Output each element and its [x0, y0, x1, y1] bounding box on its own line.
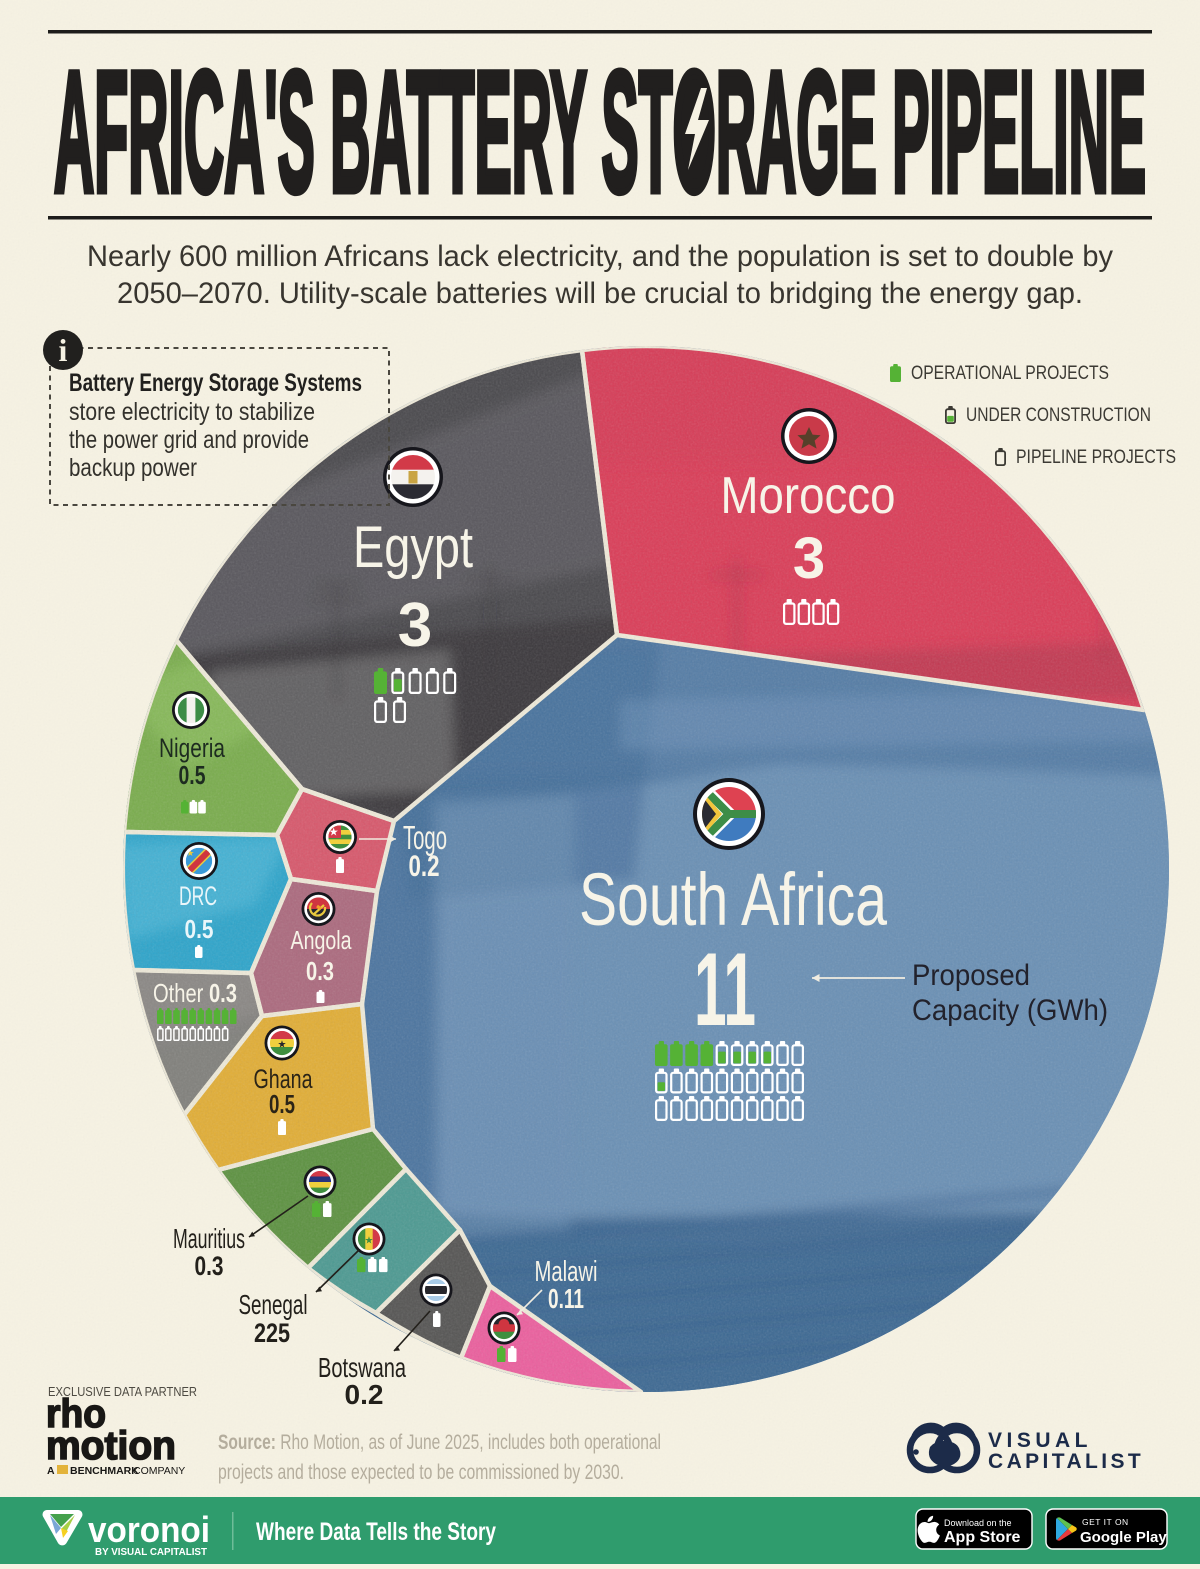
- svg-text:Other 0.3: Other 0.3: [153, 978, 237, 1008]
- svg-text:store electricity to stabilize: store electricity to stabilize: [69, 398, 315, 426]
- svg-text:★: ★: [329, 827, 339, 839]
- svg-text:motion: motion: [46, 1424, 176, 1468]
- svg-text:0.3: 0.3: [195, 1251, 224, 1281]
- svg-text:rho: rho: [46, 1392, 106, 1436]
- svg-text:Battery Energy Storage Systems: Battery Energy Storage Systems: [69, 369, 362, 397]
- svg-text:0.3: 0.3: [306, 956, 334, 986]
- svg-text:Senegal: Senegal: [239, 1289, 308, 1320]
- svg-text:the power grid and provide: the power grid and provide: [69, 426, 309, 454]
- svg-text:A: A: [47, 1465, 55, 1477]
- svg-text:CAPITALIST: CAPITALIST: [988, 1450, 1144, 1473]
- svg-text:Proposed: Proposed: [912, 959, 1030, 992]
- svg-text:App Store: App Store: [944, 1529, 1021, 1546]
- svg-text:i: i: [59, 332, 68, 368]
- svg-text:PIPELINE PROJECTS: PIPELINE PROJECTS: [1016, 447, 1176, 468]
- svg-text:South Africa: South Africa: [579, 858, 888, 941]
- svg-text:Ghana: Ghana: [254, 1064, 314, 1094]
- svg-text:Egypt: Egypt: [353, 515, 473, 580]
- svg-text:Botswana: Botswana: [318, 1352, 406, 1383]
- svg-text:Where Data Tells the Story: Where Data Tells the Story: [256, 1518, 496, 1546]
- svg-text:Google Play: Google Play: [1080, 1529, 1167, 1546]
- svg-text:★: ★: [365, 1236, 374, 1247]
- svg-text:Source: Rho Motion, as of June: Source: Rho Motion, as of June 2025, inc…: [218, 1431, 661, 1454]
- svg-text:Capacity (GWh): Capacity (GWh): [912, 994, 1108, 1027]
- svg-text:★: ★: [186, 848, 194, 858]
- svg-text:0.5: 0.5: [269, 1089, 295, 1119]
- svg-text:DRC: DRC: [179, 881, 217, 911]
- svg-text:Mauritius: Mauritius: [173, 1223, 245, 1254]
- svg-text:0.2: 0.2: [345, 1379, 384, 1410]
- svg-text:UNDER CONSTRUCTION: UNDER CONSTRUCTION: [966, 405, 1151, 426]
- svg-text:3: 3: [793, 526, 825, 591]
- svg-text:3: 3: [398, 591, 432, 660]
- svg-text:11: 11: [694, 932, 756, 1048]
- svg-text:voronoi: voronoi: [88, 1509, 210, 1550]
- svg-text:0.11: 0.11: [548, 1283, 584, 1314]
- svg-text:BY VISUAL CAPITALIST: BY VISUAL CAPITALIST: [95, 1547, 207, 1558]
- svg-text:Togo: Togo: [403, 819, 447, 856]
- svg-text:★: ★: [278, 1040, 287, 1051]
- svg-text:Nigeria: Nigeria: [159, 733, 226, 763]
- svg-text:backup power: backup power: [69, 454, 197, 482]
- svg-text:2050–2070. Utility-scale batte: 2050–2070. Utility-scale batteries will …: [117, 277, 1083, 310]
- svg-text:Angola: Angola: [291, 925, 352, 955]
- svg-text:225: 225: [254, 1318, 290, 1348]
- svg-text:BENCHMARK: BENCHMARK: [70, 1465, 139, 1477]
- svg-text:GET IT ON: GET IT ON: [1082, 1517, 1129, 1527]
- svg-text:Morocco: Morocco: [721, 467, 896, 525]
- svg-text:0.2: 0.2: [409, 850, 440, 883]
- svg-text:0.5: 0.5: [179, 760, 206, 790]
- svg-text:Malawi: Malawi: [535, 1256, 598, 1288]
- svg-text:OPERATIONAL PROJECTS: OPERATIONAL PROJECTS: [911, 363, 1109, 384]
- svg-text:projects and those expected to: projects and those expected to be commis…: [218, 1461, 624, 1484]
- svg-text:0.5: 0.5: [185, 914, 214, 944]
- svg-text:EXCLUSIVE DATA PARTNER: EXCLUSIVE DATA PARTNER: [48, 1385, 197, 1399]
- svg-text:VISUAL: VISUAL: [988, 1429, 1092, 1452]
- svg-text:AFRICA'S BATTERY STORAGE PIPEL: AFRICA'S BATTERY STORAGE PIPELINE: [54, 37, 1146, 228]
- svg-text:COMPANY: COMPANY: [133, 1465, 185, 1477]
- svg-text:Nearly 600 million Africans la: Nearly 600 million Africans lack electri…: [87, 240, 1113, 273]
- svg-text:Download on the: Download on the: [944, 1518, 1012, 1528]
